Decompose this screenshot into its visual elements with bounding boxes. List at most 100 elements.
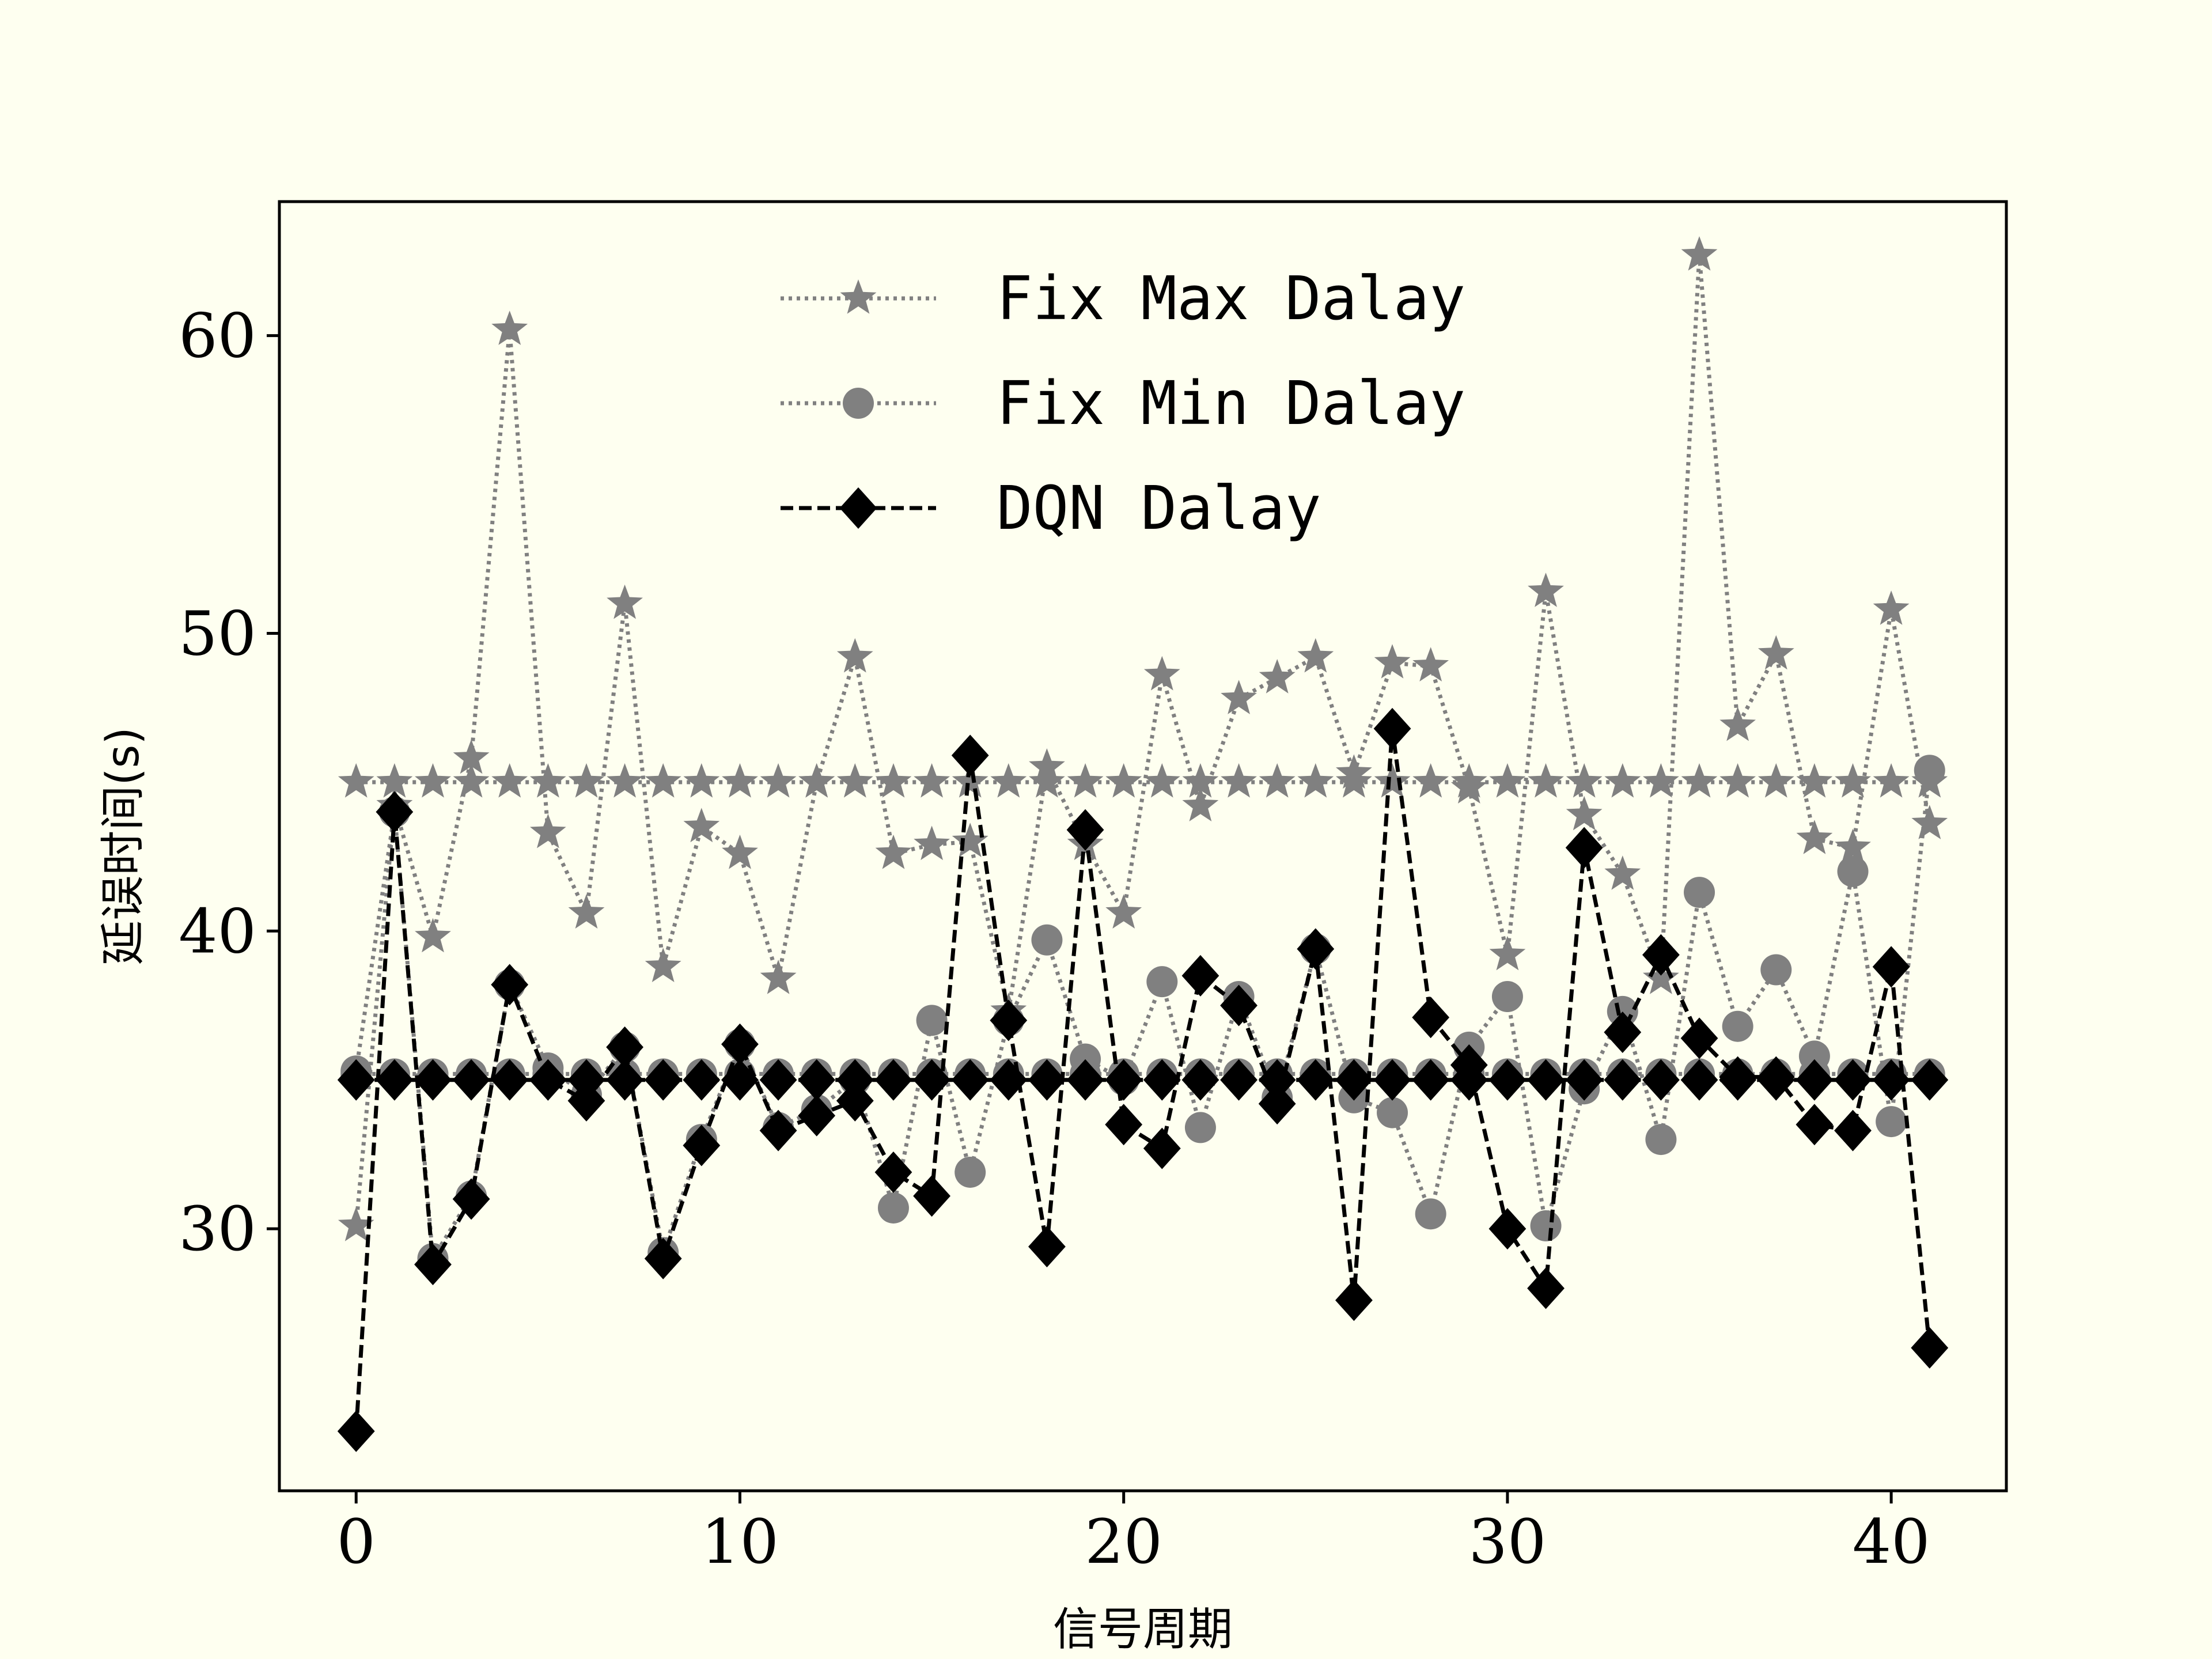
x-tick-label: 0 (337, 1506, 376, 1577)
data-point (1297, 1059, 1335, 1101)
data-point (1719, 1059, 1757, 1101)
data-point (1184, 1112, 1216, 1143)
data-point (491, 310, 528, 345)
data-point (338, 1207, 374, 1241)
data-point (683, 808, 720, 843)
y-tick-label: 40 (179, 896, 256, 967)
series-5 (337, 1059, 1949, 1101)
data-point (1412, 1059, 1450, 1101)
data-point (567, 1080, 605, 1122)
data-point (568, 763, 605, 798)
data-point (376, 1059, 414, 1101)
x-tick-label: 30 (1468, 1506, 1546, 1577)
data-point (1837, 855, 1869, 887)
data-point (836, 638, 873, 673)
data-point (338, 763, 374, 798)
data-point (1181, 1059, 1219, 1101)
x-tick-label: 10 (701, 1506, 779, 1577)
data-point (798, 1094, 836, 1137)
data-point (1028, 1059, 1066, 1101)
data-point (1220, 984, 1257, 1027)
data-point (1489, 763, 1526, 798)
x-axis-title: 信号周期 (1053, 1604, 1233, 1656)
data-point (1835, 828, 1871, 863)
data-point (913, 1175, 950, 1217)
data-point (1143, 1127, 1181, 1169)
data-point (1029, 763, 1065, 798)
legend-item: Fix Min Dalay (781, 368, 1465, 438)
data-point (874, 1151, 912, 1193)
data-point (452, 1059, 490, 1101)
data-point (1681, 763, 1718, 798)
data-point (1377, 1097, 1408, 1128)
data-point (415, 763, 451, 798)
data-point (1491, 981, 1523, 1013)
data-point (1221, 680, 1257, 714)
data-point (951, 1059, 989, 1101)
data-point (798, 763, 835, 798)
legend-swatch-marker (839, 487, 877, 529)
data-point (645, 763, 681, 798)
legend-swatch-marker (840, 279, 877, 314)
data-point (568, 894, 605, 929)
data-point (1031, 924, 1063, 956)
data-point (414, 1059, 452, 1101)
data-point (606, 1059, 643, 1101)
data-point (1681, 236, 1718, 271)
data-point (990, 763, 1027, 798)
data-point (1835, 763, 1871, 798)
plot-frame (278, 200, 2008, 1493)
data-point (1796, 1104, 1834, 1146)
data-point (1258, 1083, 1296, 1125)
data-point (606, 1026, 643, 1068)
data-point (1604, 855, 1641, 890)
data-point (1565, 1059, 1603, 1101)
data-point (1528, 573, 1564, 607)
data-point (415, 918, 451, 953)
data-point (1412, 647, 1449, 681)
data-point (452, 1178, 490, 1220)
data-point (1105, 894, 1142, 929)
data-point (1066, 1059, 1104, 1101)
data-point (1297, 763, 1334, 798)
y-tick-label: 50 (179, 598, 256, 669)
data-point (914, 825, 950, 861)
data-point (1873, 590, 1910, 625)
data-point (951, 734, 989, 777)
data-point (1259, 659, 1296, 694)
data-point (491, 763, 528, 798)
data-point (1335, 1059, 1373, 1101)
data-point (644, 1237, 682, 1279)
series-line (354, 255, 1932, 1226)
data-point (645, 948, 681, 982)
data-point (1105, 763, 1142, 798)
data-point (721, 1059, 759, 1101)
data-point (1566, 796, 1603, 831)
data-point (1258, 1059, 1296, 1101)
data-point (1527, 1267, 1565, 1309)
data-point (1911, 1327, 1949, 1369)
data-point (1143, 1059, 1181, 1101)
legend-label: Fix Max Dalay (997, 263, 1465, 334)
legend-item: Fix Max Dalay (781, 263, 1465, 334)
data-point (530, 813, 566, 849)
legend-label: DQN Dalay (997, 473, 1321, 543)
data-point (914, 763, 950, 798)
series-layer (337, 236, 1949, 1452)
data-point (1911, 805, 1948, 839)
data-point (607, 584, 643, 619)
data-point (683, 1124, 721, 1166)
data-point (1684, 877, 1715, 908)
data-point (337, 1059, 375, 1101)
data-point (836, 763, 873, 798)
data-point (916, 1005, 948, 1036)
data-point (722, 763, 758, 798)
data-point (376, 763, 413, 798)
data-point (759, 1109, 797, 1152)
data-point (414, 1244, 452, 1286)
data-point (1834, 1059, 1872, 1101)
data-point (1604, 763, 1641, 798)
data-point (376, 791, 414, 833)
data-point (1067, 763, 1104, 798)
